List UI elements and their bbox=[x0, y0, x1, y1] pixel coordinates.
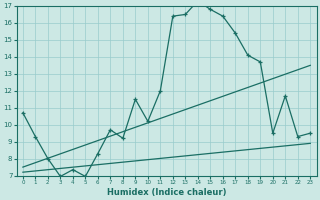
X-axis label: Humidex (Indice chaleur): Humidex (Indice chaleur) bbox=[107, 188, 226, 197]
